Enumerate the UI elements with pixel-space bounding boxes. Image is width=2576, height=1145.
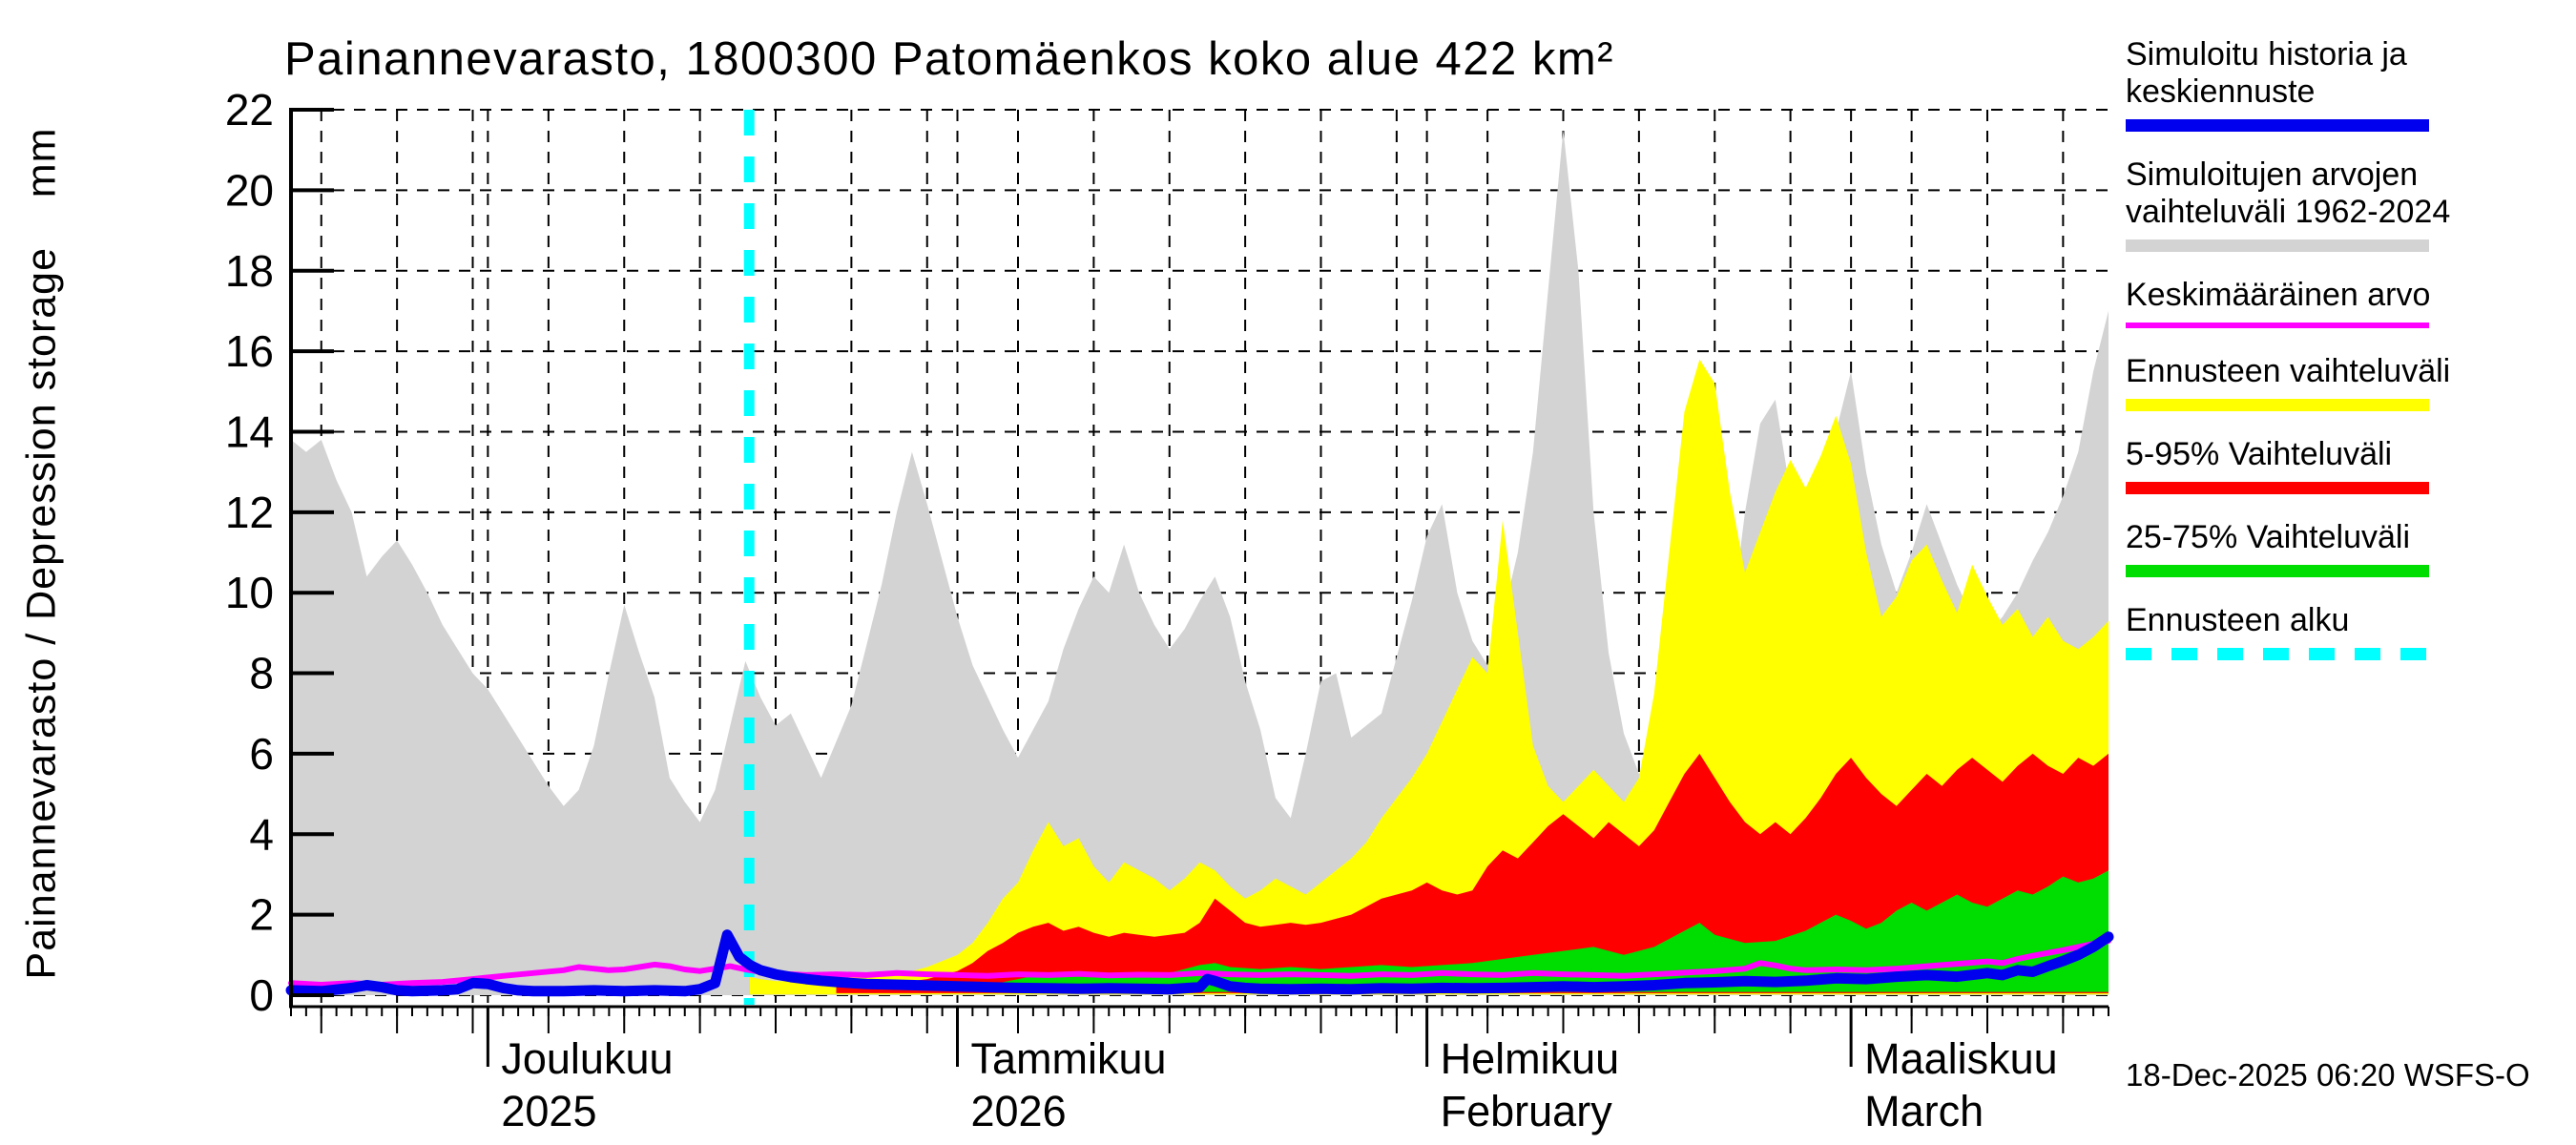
legend-label: Simuloitu historia ja	[2126, 36, 2407, 73]
y-tick-label: 0	[249, 970, 274, 1020]
line-Simuloitu historia ja keskiennuste	[285, 929, 2114, 997]
legend-swatch-range-5-95	[2126, 482, 2429, 494]
legend-label: Simuloitujen arvojen	[2126, 156, 2419, 193]
legend-swatch-range-25-75	[2126, 565, 2429, 577]
month-year-label: February	[1441, 1087, 1613, 1135]
data-bands	[291, 130, 2109, 996]
legend-item-mean-value: Keskimääräinen arvo	[2126, 277, 2565, 328]
legend-swatch-forecast-range	[2126, 399, 2429, 411]
legend-swatch-simulated-range	[2126, 239, 2429, 252]
legend-item-range-25-75: 25-75% Vaihteluväli	[2126, 519, 2565, 577]
month-label: Helmikuu	[1441, 1034, 1620, 1083]
legend-label: Ennusteen vaihteluväli	[2126, 353, 2451, 389]
y-tick-label: 12	[225, 488, 274, 537]
y-tick-label: 4	[249, 809, 274, 859]
band-25-75% Vaihteluväli	[987, 870, 2109, 992]
legend-swatch-forecast-start	[2126, 648, 2429, 660]
data-lines	[285, 929, 2114, 997]
legend-label: Keskimääräinen arvo	[2126, 277, 2431, 313]
y-tick-label: 20	[225, 165, 274, 215]
timestamp: 18-Dec-2025 06:20 WSFS-O	[2126, 1057, 2530, 1093]
legend-label: keskiennuste	[2126, 73, 2316, 110]
month-year-label: 2026	[971, 1087, 1067, 1135]
y-tick-label: 14	[225, 406, 274, 456]
legend-item-simulated-range: Simuloitujen arvojen vaihteluväli 1962-20…	[2126, 156, 2565, 252]
legend-swatch-simulated-history-and-mean-forecast	[2126, 119, 2429, 132]
y-tick-label: 6	[249, 729, 274, 779]
legend-swatch-mean-value	[2126, 323, 2429, 328]
axes-and-ticks	[289, 108, 2109, 1067]
y-tick-label: 16	[225, 326, 274, 376]
month-label: Joulukuu	[501, 1034, 673, 1083]
legend-label: 5-95% Vaihteluväli	[2126, 436, 2393, 472]
band-5-95% Vaihteluväli	[836, 753, 2109, 993]
legend-label: vaihteluväli 1962-2024	[2126, 194, 2451, 230]
line-Keskimääräinen arvo	[288, 938, 2111, 988]
legend-item-forecast-start: Ennusteen alku	[2126, 602, 2565, 660]
chart-title: Painannevarasto, 1800300 Patomäenkos kok…	[284, 33, 1614, 85]
month-year-label: 2025	[501, 1087, 596, 1135]
month-label: Maaliskuu	[1864, 1034, 2058, 1083]
month-label: Tammikuu	[971, 1034, 1167, 1083]
legend-item-range-5-95: 5-95% Vaihteluväli	[2126, 436, 2565, 494]
y-tick-label: 10	[225, 568, 274, 617]
legend-label: 25-75% Vaihteluväli	[2126, 519, 2410, 555]
y-tick-label: 18	[225, 246, 274, 296]
y-tick-label: 2	[249, 890, 274, 940]
legend: Simuloitu historia ja keskiennuste Simuloi…	[2126, 36, 2565, 685]
y-tick-label: 22	[225, 85, 274, 135]
legend-item-forecast-range: Ennusteen vaihteluväli	[2126, 353, 2565, 411]
legend-item-simulated-history-and-mean-forecast: Simuloitu historia ja keskiennuste	[2126, 36, 2565, 132]
y-tick-label: 8	[249, 649, 274, 698]
legend-label: Ennusteen alku	[2126, 602, 2350, 638]
month-year-label: March	[1864, 1087, 1984, 1135]
